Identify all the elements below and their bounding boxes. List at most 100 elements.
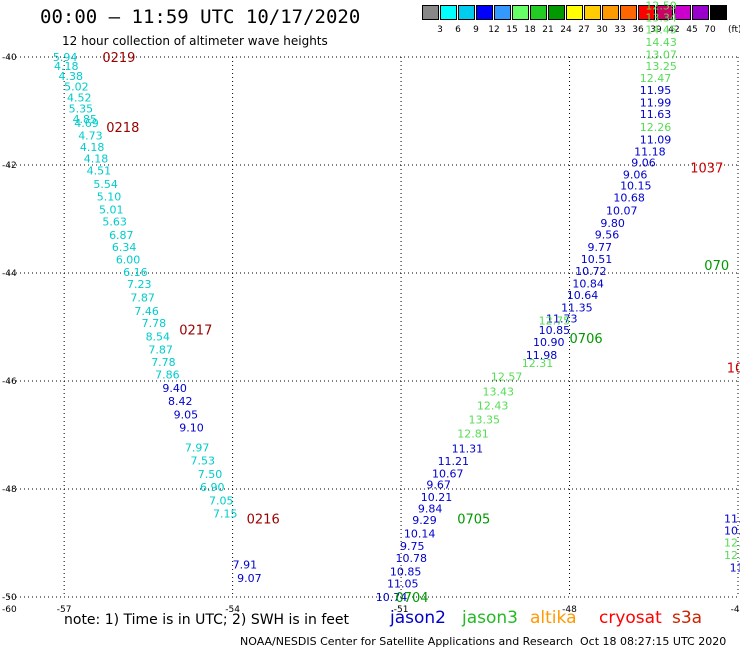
wave-height-value-jason2: 10.14 [404, 527, 436, 540]
wave-height-value-altika: 5.63 [102, 216, 127, 229]
color-swatch [548, 5, 565, 20]
wave-height-value-jason2: 11.05 [387, 578, 419, 591]
wave-height-value-altika: 7.78 [151, 356, 176, 369]
wave-height-value-altika: 5.35 [69, 102, 94, 115]
wave-height-value-jason2: 10.74 [376, 591, 408, 604]
footnote: note: 1) Time is in UTC; 2) SWH is in fe… [64, 612, 350, 628]
wave-height-value-altika: 6.90 [200, 481, 225, 494]
page-title: 00:00 – 11:59 UTC 10/17/2020 [40, 6, 361, 28]
wave-height-value-altika: 4.73 [78, 129, 103, 142]
color-swatch [638, 5, 655, 20]
pass-label: 0218 [106, 121, 139, 136]
x-tick-label: -48 [562, 605, 577, 615]
wave-height-value-jason2: 10.51 [581, 253, 613, 266]
wave-height-value-jason3: 12.81 [457, 427, 489, 440]
color-swatch-label: 21 [542, 25, 554, 35]
wave-height-value-jason3: 12.75 [539, 315, 571, 328]
wave-height-value-jason3: 13.35 [468, 413, 500, 426]
color-swatch [476, 5, 493, 20]
wave-height-value-jason2: 11.31 [452, 443, 484, 456]
wave-height-value-jason2: 10.07 [606, 204, 638, 217]
color-swatch-label: 30 [596, 25, 608, 35]
wave-height-value-jason2: 11.95 [640, 84, 672, 97]
wave-height-value-altika: 7.50 [198, 468, 223, 481]
wave-height-value-altika: 4.52 [67, 92, 92, 105]
wave-height-value-altika: 5.94 [53, 51, 78, 64]
corner-tick-label: -60 [2, 605, 17, 615]
wave-height-value-altika: 7.97 [185, 441, 210, 454]
x-tick-label: -57 [57, 605, 72, 615]
wave-height-value-altika: 6.16 [123, 266, 148, 279]
color-swatch [422, 5, 439, 20]
wave-height-value-jason3: 13.43 [483, 385, 515, 398]
satellite-label-jason2: jason2 [390, 608, 446, 628]
wave-height-value-jason2: 11.73 [546, 312, 578, 325]
wave-height-value-altika: 7.78 [142, 317, 167, 330]
page-subtitle: 12 hour collection of altimeter wave hei… [62, 34, 328, 48]
wave-height-value-jason2: 10.21 [421, 491, 453, 504]
color-legend-unit: (ft) [728, 25, 740, 35]
wave-height-value-jason2: 9.56 [595, 229, 620, 242]
credit-text: NOAA/NESDIS Center for Satellite Applica… [240, 635, 574, 648]
wave-height-value-altika: 4.85 [73, 113, 98, 126]
wave-height-value-jason3: 13.34 [645, 12, 677, 25]
wave-height-value-jason2: 11.21 [438, 455, 470, 468]
wave-height-value-jason2: 11.98 [526, 349, 558, 362]
wave-height-value-altika: 4.18 [84, 153, 109, 166]
color-swatch [656, 5, 673, 20]
pass-label: 070 [704, 259, 729, 274]
wave-height-value-jason3: 12.57 [491, 371, 523, 384]
color-swatch [512, 5, 529, 20]
wave-height-value-jason2: 9.05 [174, 408, 199, 421]
wave-height-value-jason3: 13.25 [645, 60, 677, 73]
wave-height-value-altika: 7.46 [134, 305, 159, 318]
color-swatch [620, 5, 637, 20]
wave-height-value-jason2: 10.85 [539, 324, 571, 337]
wave-height-value-jason2: 10.84 [572, 277, 604, 290]
wave-height-value-jason2: 9.06 [631, 156, 656, 169]
wave-height-value-altika: 7.86 [155, 369, 180, 382]
color-swatch [692, 5, 709, 20]
color-swatch-label: 24 [560, 25, 572, 35]
color-swatch-label: 70 [704, 25, 716, 35]
color-swatch-label: 36 [632, 25, 644, 35]
pass-label: 0705 [457, 513, 490, 528]
wave-height-value-jason3: 12.59 [645, 0, 677, 13]
wave-height-value-altika: 7.05 [209, 494, 234, 507]
wave-height-value-jason3: 12.20 [724, 536, 740, 549]
wave-height-value-jason2: 9.75 [400, 540, 425, 553]
wave-height-value-jason2: 9.84 [418, 502, 443, 515]
pass-label: 0219 [102, 51, 135, 66]
wave-height-value-altika: 7.53 [191, 454, 216, 467]
color-swatch-label: 3 [437, 25, 443, 35]
wave-height-value-jason2: 9.07 [237, 572, 262, 585]
wave-height-value-jason2: 10.85 [390, 566, 422, 579]
y-tick-label: -44 [2, 269, 17, 279]
wave-height-value-altika: 5.02 [64, 81, 89, 94]
wave-height-value-jason2: 10.64 [567, 289, 599, 302]
wave-height-value-jason2: 10.72 [575, 265, 607, 278]
wave-height-value-altika: 7.87 [130, 291, 155, 304]
wave-height-value-altika: 4.69 [74, 117, 99, 130]
pass-label: 1037 [690, 162, 723, 177]
y-tick-label: -50 [2, 593, 17, 603]
color-swatch [440, 5, 457, 20]
wave-height-value-jason3: 12.31 [522, 357, 554, 370]
color-swatch-label: 33 [614, 25, 626, 35]
color-swatch [602, 5, 619, 20]
wave-height-value-altika: 5.54 [93, 178, 118, 191]
color-swatch-label: 27 [578, 25, 590, 35]
wave-height-value-altika: 6.34 [112, 241, 137, 254]
wave-height-value-jason3: 14.45 [645, 23, 677, 36]
wave-height-value-jason2: 10.68 [613, 191, 645, 204]
wave-height-value-altika: 4.18 [54, 60, 79, 73]
y-tick-label: -42 [2, 161, 17, 171]
wave-height-value-altika: 6.87 [109, 229, 134, 242]
color-swatch-label: 39 [650, 25, 662, 35]
wave-height-value-jason2: 11.35 [561, 302, 593, 315]
y-tick-label: -48 [2, 485, 17, 495]
wave-height-value-jason2: 11.09 [640, 134, 672, 147]
satellite-label-altika: altika [530, 608, 577, 628]
pass-label: 0704 [395, 591, 428, 606]
